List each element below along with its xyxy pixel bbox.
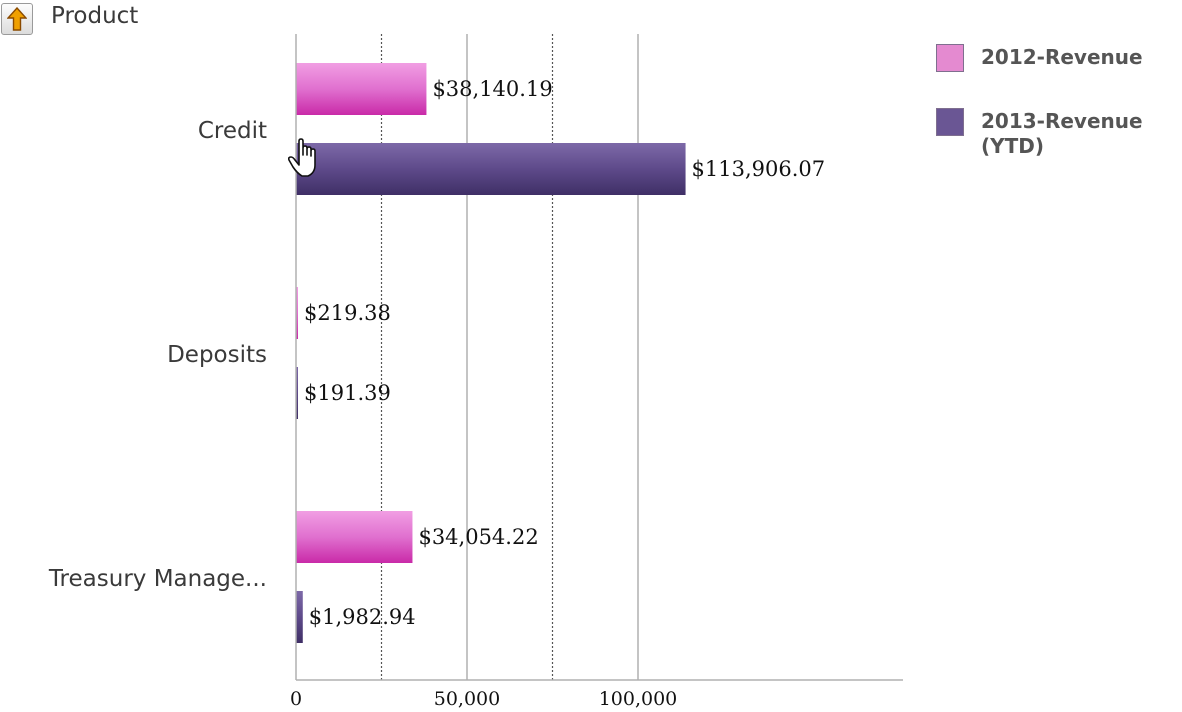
- tick-label-0: 0: [290, 688, 302, 710]
- legend-swatch-2013: [936, 108, 964, 136]
- legend-label-2013: 2013-Revenue (YTD): [981, 109, 1143, 158]
- bar-1-1[interactable]: [296, 367, 298, 419]
- bar-0-1[interactable]: [296, 143, 686, 195]
- tick-label-1: 50,000: [434, 688, 500, 710]
- category-label-0: Credit: [198, 118, 267, 144]
- bars: Credit $38,140.19 $113,906.07 Deposits $219.…: [48, 63, 825, 643]
- dimension-title: Product: [51, 3, 139, 29]
- data-label-1-0: $219.38: [304, 301, 391, 325]
- drill-up-button[interactable]: [1, 3, 33, 35]
- data-label-2-0: $34,054.22: [418, 525, 538, 549]
- data-label-0-0: $38,140.19: [432, 77, 552, 101]
- bar-2-0[interactable]: [296, 511, 413, 563]
- grid-lines: [380, 34, 639, 680]
- bar-chart: Credit $38,140.19 $113,906.07 Deposits $219.…: [48, 34, 903, 710]
- bar-0-0[interactable]: [296, 63, 427, 115]
- legend-label-2012: 2012-Revenue: [981, 45, 1143, 69]
- legend-swatch-2012: [936, 44, 964, 72]
- tick-label-2: 100,000: [599, 688, 678, 710]
- x-axis: 0 50,000 100,000: [290, 34, 903, 710]
- data-label-0-1: $113,906.07: [692, 157, 826, 181]
- bar-1-0[interactable]: [296, 287, 298, 339]
- hand-cursor-icon: [288, 138, 316, 177]
- category-label-1: Deposits: [167, 342, 267, 368]
- category-label-2: Treasury Manage...: [48, 566, 267, 592]
- data-label-2-1: $1,982.94: [309, 605, 416, 629]
- data-label-1-1: $191.39: [304, 381, 391, 405]
- up-arrow-icon: [7, 7, 27, 31]
- bar-2-1[interactable]: [296, 591, 303, 643]
